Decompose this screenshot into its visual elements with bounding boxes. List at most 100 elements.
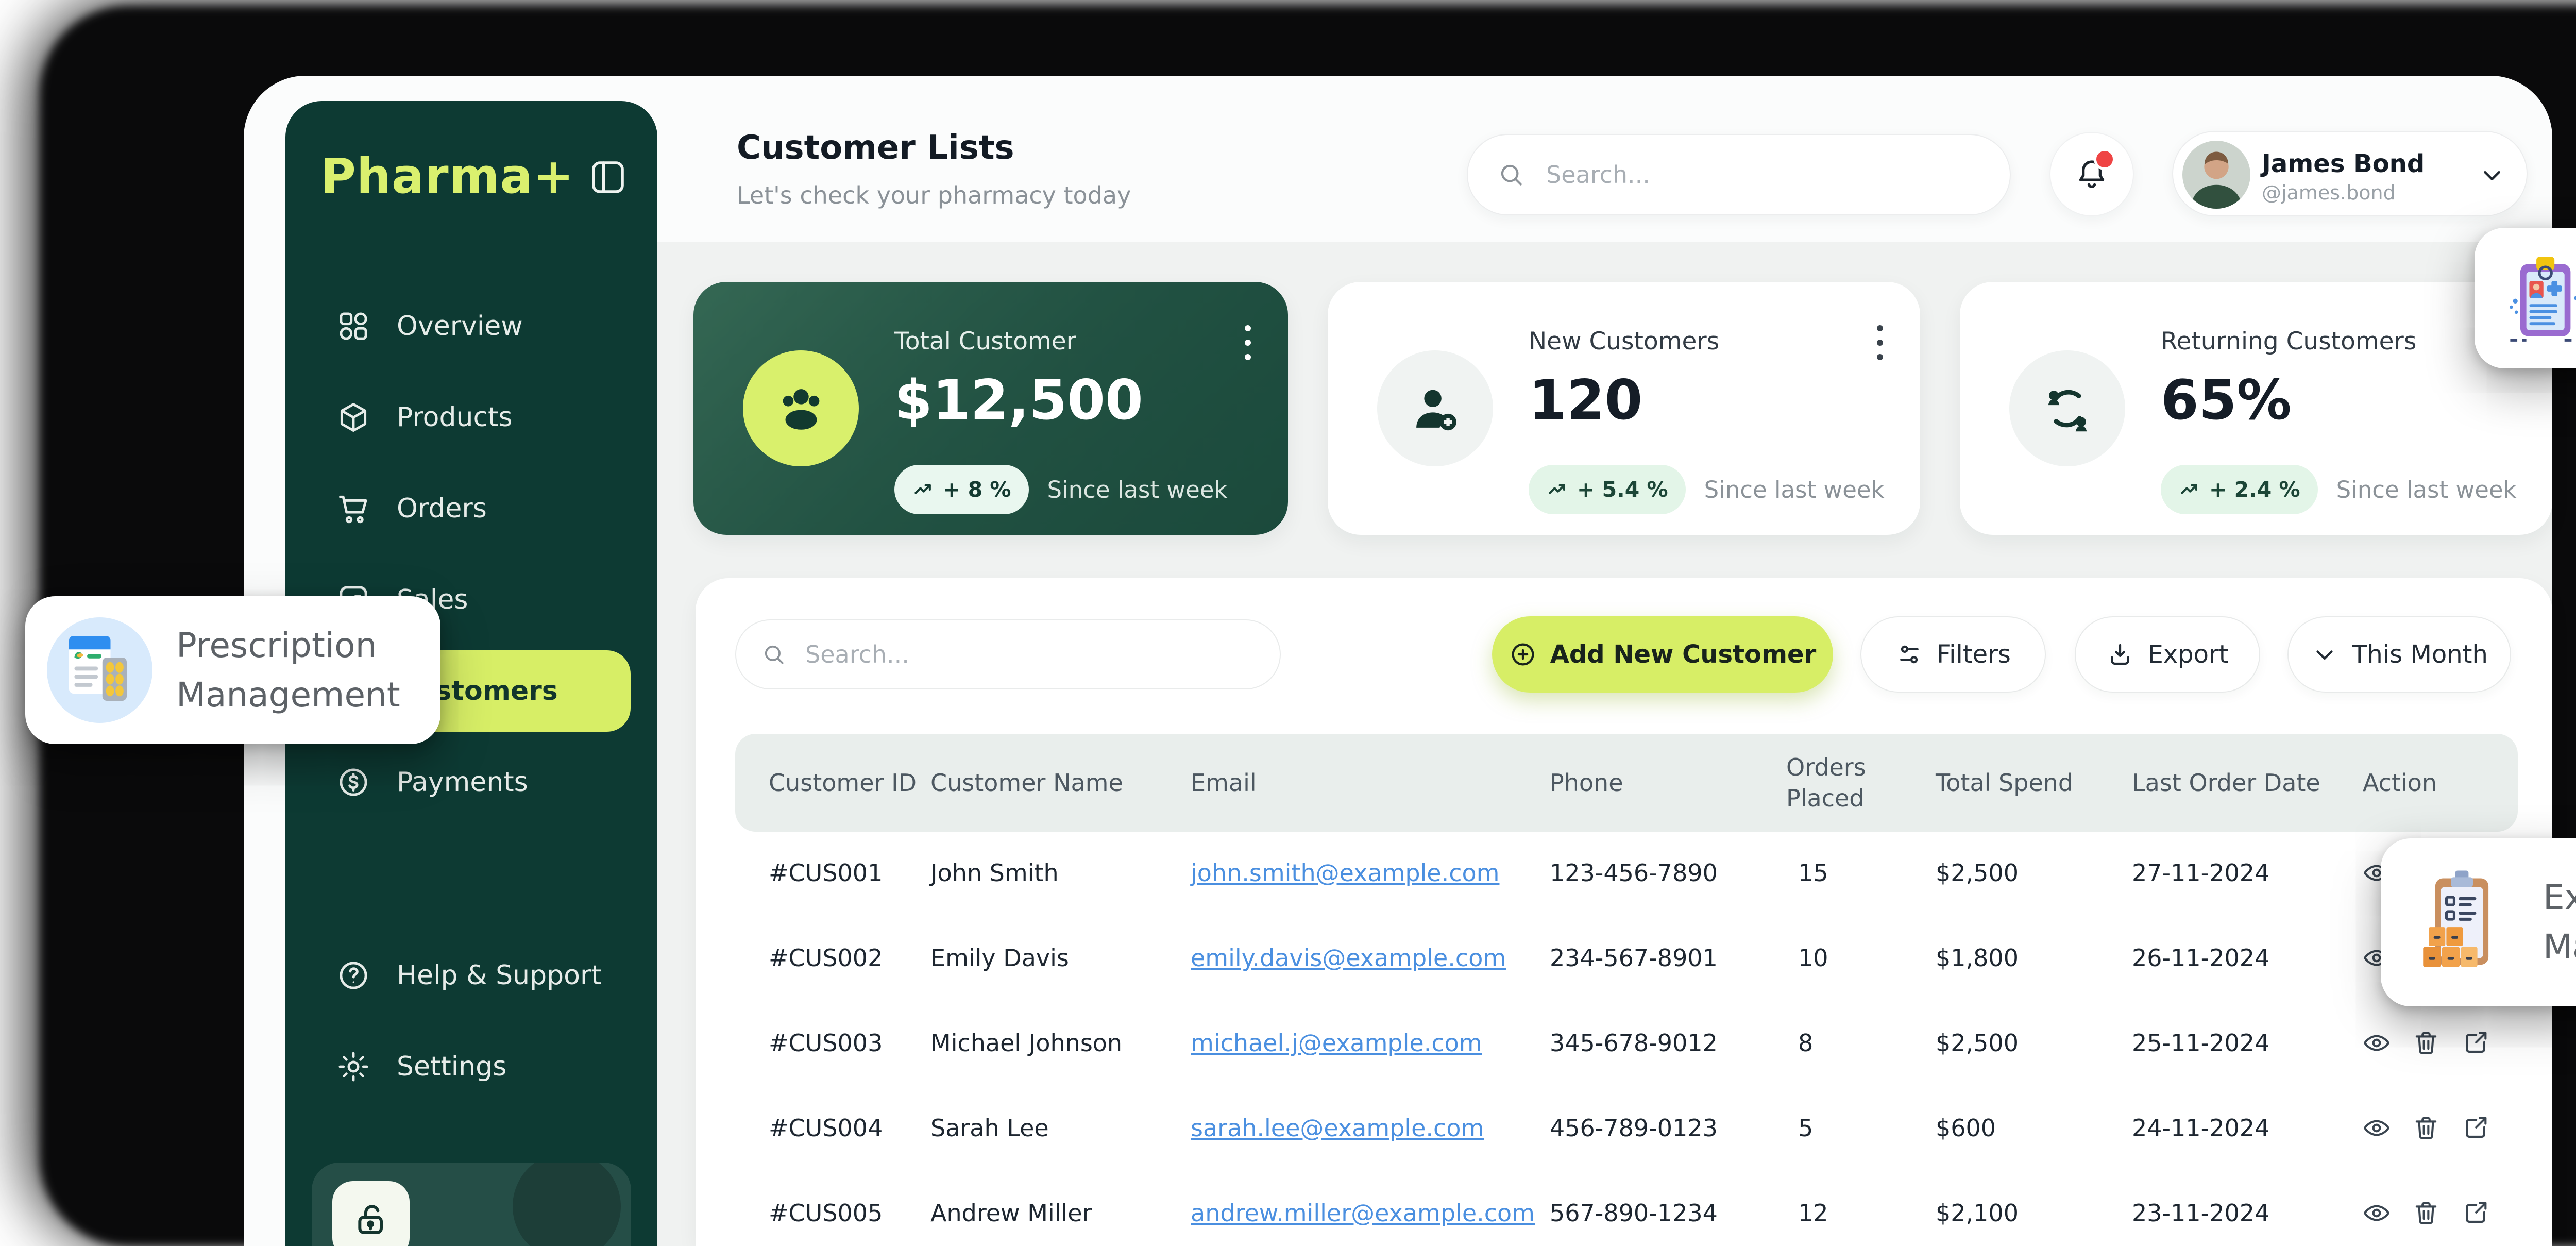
cart-icon bbox=[339, 495, 367, 524]
view-icon[interactable] bbox=[2362, 1028, 2392, 1058]
table-search[interactable] bbox=[735, 619, 1281, 689]
gear-icon bbox=[338, 1052, 368, 1082]
view-icon[interactable] bbox=[2362, 1198, 2392, 1228]
search-icon bbox=[765, 645, 784, 664]
share-icon[interactable] bbox=[2461, 1113, 2490, 1143]
sidebar-collapse-button[interactable] bbox=[586, 156, 630, 199]
export-button[interactable]: Export bbox=[2075, 616, 2260, 693]
expiry-management-callout: Expiry Management bbox=[2381, 838, 2576, 1006]
help-circle-icon bbox=[340, 962, 367, 989]
person-plus-icon-bubble bbox=[1377, 350, 1493, 466]
profile-menu[interactable]: James Bond @james.bond bbox=[2172, 131, 2528, 216]
callout-label: Prescription Management bbox=[176, 625, 400, 715]
package-icon bbox=[340, 403, 367, 432]
card-menu-button[interactable] bbox=[1877, 325, 1883, 360]
cell-total-spend: $1,800 bbox=[1936, 944, 2019, 972]
lock-button[interactable] bbox=[332, 1181, 410, 1246]
users-icon bbox=[783, 389, 819, 430]
cell-email-link[interactable]: michael.j@example.com bbox=[1191, 1029, 1482, 1057]
cell-orders-placed: 8 bbox=[1798, 1029, 1814, 1057]
users-icon-bubble bbox=[743, 350, 859, 466]
cell-email-link[interactable]: emily.davis@example.com bbox=[1191, 944, 1506, 972]
page-subtitle: Let's check your pharmacy today bbox=[737, 181, 1131, 209]
cell-phone: 456-789-0123 bbox=[1550, 1114, 1718, 1142]
table-row: #CUS002 Emily Davis emily.davis@example.… bbox=[735, 915, 2518, 1000]
stat-value: $12,500 bbox=[894, 368, 1143, 432]
trend-up-icon bbox=[2181, 484, 2197, 494]
period-select-button[interactable]: This Month bbox=[2287, 616, 2511, 693]
cell-phone: 567-890-1234 bbox=[1550, 1199, 1718, 1227]
stat-value: 65% bbox=[2161, 368, 2292, 432]
share-icon[interactable] bbox=[2461, 1198, 2490, 1228]
cell-customer-name: John Smith bbox=[930, 858, 1059, 887]
col-header: Total Spend bbox=[1936, 769, 2074, 797]
stat-note: Since last week bbox=[2336, 476, 2517, 503]
header-search-input[interactable] bbox=[1546, 161, 1931, 189]
table-row: #CUS004 Sarah Lee sarah.lee@example.com … bbox=[735, 1085, 2518, 1170]
decor-circle bbox=[513, 1163, 621, 1246]
sidebar-lock-card bbox=[312, 1163, 631, 1246]
sidebar-item-payments[interactable]: Payments bbox=[336, 751, 528, 813]
sidebar-item-products[interactable]: Products bbox=[336, 386, 513, 448]
panel-collapse-icon bbox=[592, 161, 624, 193]
sidebar-item-orders[interactable]: Orders bbox=[336, 478, 487, 540]
cell-customer-name: Sarah Lee bbox=[930, 1114, 1049, 1142]
cell-email-link[interactable]: sarah.lee@example.com bbox=[1191, 1114, 1484, 1142]
cell-orders-placed: 10 bbox=[1798, 944, 1828, 972]
people-sync-icon bbox=[2048, 390, 2087, 431]
table-search-input[interactable] bbox=[805, 641, 1195, 668]
page-title: Customer Lists bbox=[737, 129, 1014, 167]
plus-circle-icon bbox=[1512, 643, 1534, 666]
stat-card-new-customers: New Customers 120 + 5.4 % Since last wee… bbox=[1328, 282, 1920, 535]
prescription-icon bbox=[47, 617, 152, 723]
cell-phone: 345-678-9012 bbox=[1550, 1029, 1718, 1057]
col-header: Last Order Date bbox=[2132, 769, 2320, 797]
cell-total-spend: $2,500 bbox=[1936, 858, 2019, 887]
filters-button[interactable]: Filters bbox=[1860, 616, 2046, 693]
sidebar-item-settings[interactable]: Settings bbox=[336, 1036, 506, 1098]
cell-phone: 234-567-8901 bbox=[1550, 944, 1718, 972]
card-menu-button[interactable] bbox=[1245, 325, 1251, 360]
col-header: Customer ID bbox=[769, 769, 917, 797]
view-icon[interactable] bbox=[2362, 1113, 2392, 1143]
sidebar-item-label: Payments bbox=[397, 767, 528, 798]
delta-badge: + 8 % bbox=[894, 465, 1029, 514]
cell-email-link[interactable]: john.smith@example.com bbox=[1191, 858, 1500, 887]
callout-label: Expiry Management bbox=[2543, 878, 2576, 967]
notification-button[interactable] bbox=[2049, 132, 2134, 216]
sidebar-item-label: Products bbox=[397, 402, 513, 433]
share-icon[interactable] bbox=[2461, 1028, 2490, 1058]
chevron-down-icon bbox=[2484, 171, 2500, 180]
table-row: #CUS005 Andrew Miller andrew.miller@exam… bbox=[735, 1170, 2518, 1246]
sidebar-item-help-support[interactable]: Help & Support bbox=[336, 945, 602, 1006]
user-handle: @james.bond bbox=[2262, 181, 2396, 204]
cell-last-order-date: 26-11-2024 bbox=[2132, 944, 2270, 972]
cell-orders-placed: 12 bbox=[1798, 1199, 1828, 1227]
cell-customer-name: Andrew Miller bbox=[930, 1199, 1092, 1227]
cell-customer-id: #CUS004 bbox=[769, 1114, 883, 1142]
header-search[interactable] bbox=[1467, 134, 2011, 215]
delete-icon[interactable] bbox=[2411, 1113, 2441, 1143]
stat-card-returning-customers: Returning Customers 65% + 2.4 % Since la… bbox=[1960, 282, 2552, 535]
delete-icon[interactable] bbox=[2411, 1198, 2441, 1228]
col-header: Email bbox=[1191, 769, 1257, 797]
table-header-row: Customer ID Customer Name Email Phone Or… bbox=[735, 734, 2518, 832]
delta-badge: + 5.4 % bbox=[1529, 465, 1686, 514]
delete-icon[interactable] bbox=[2411, 1028, 2441, 1058]
dollar-icon bbox=[340, 768, 367, 796]
cell-orders-placed: 5 bbox=[1798, 1114, 1814, 1142]
person-plus-icon bbox=[1416, 390, 1456, 430]
grid-icon bbox=[340, 312, 367, 340]
sidebar-item-label: Orders bbox=[397, 493, 487, 524]
table-row: #CUS001 John Smith john.smith@example.co… bbox=[735, 830, 2518, 915]
cell-last-order-date: 25-11-2024 bbox=[2132, 1029, 2270, 1057]
add-new-customer-button[interactable]: Add New Customer bbox=[1492, 616, 1833, 693]
avatar bbox=[2182, 141, 2250, 209]
stat-title: New Customers bbox=[1529, 327, 1720, 356]
cell-email-link[interactable]: andrew.miller@example.com bbox=[1191, 1199, 1535, 1227]
cell-phone: 123-456-7890 bbox=[1550, 858, 1718, 887]
sidebar-item-overview[interactable]: Overview bbox=[336, 295, 523, 357]
chevron-down-icon bbox=[2316, 650, 2333, 660]
trend-up-icon bbox=[1549, 484, 1565, 494]
